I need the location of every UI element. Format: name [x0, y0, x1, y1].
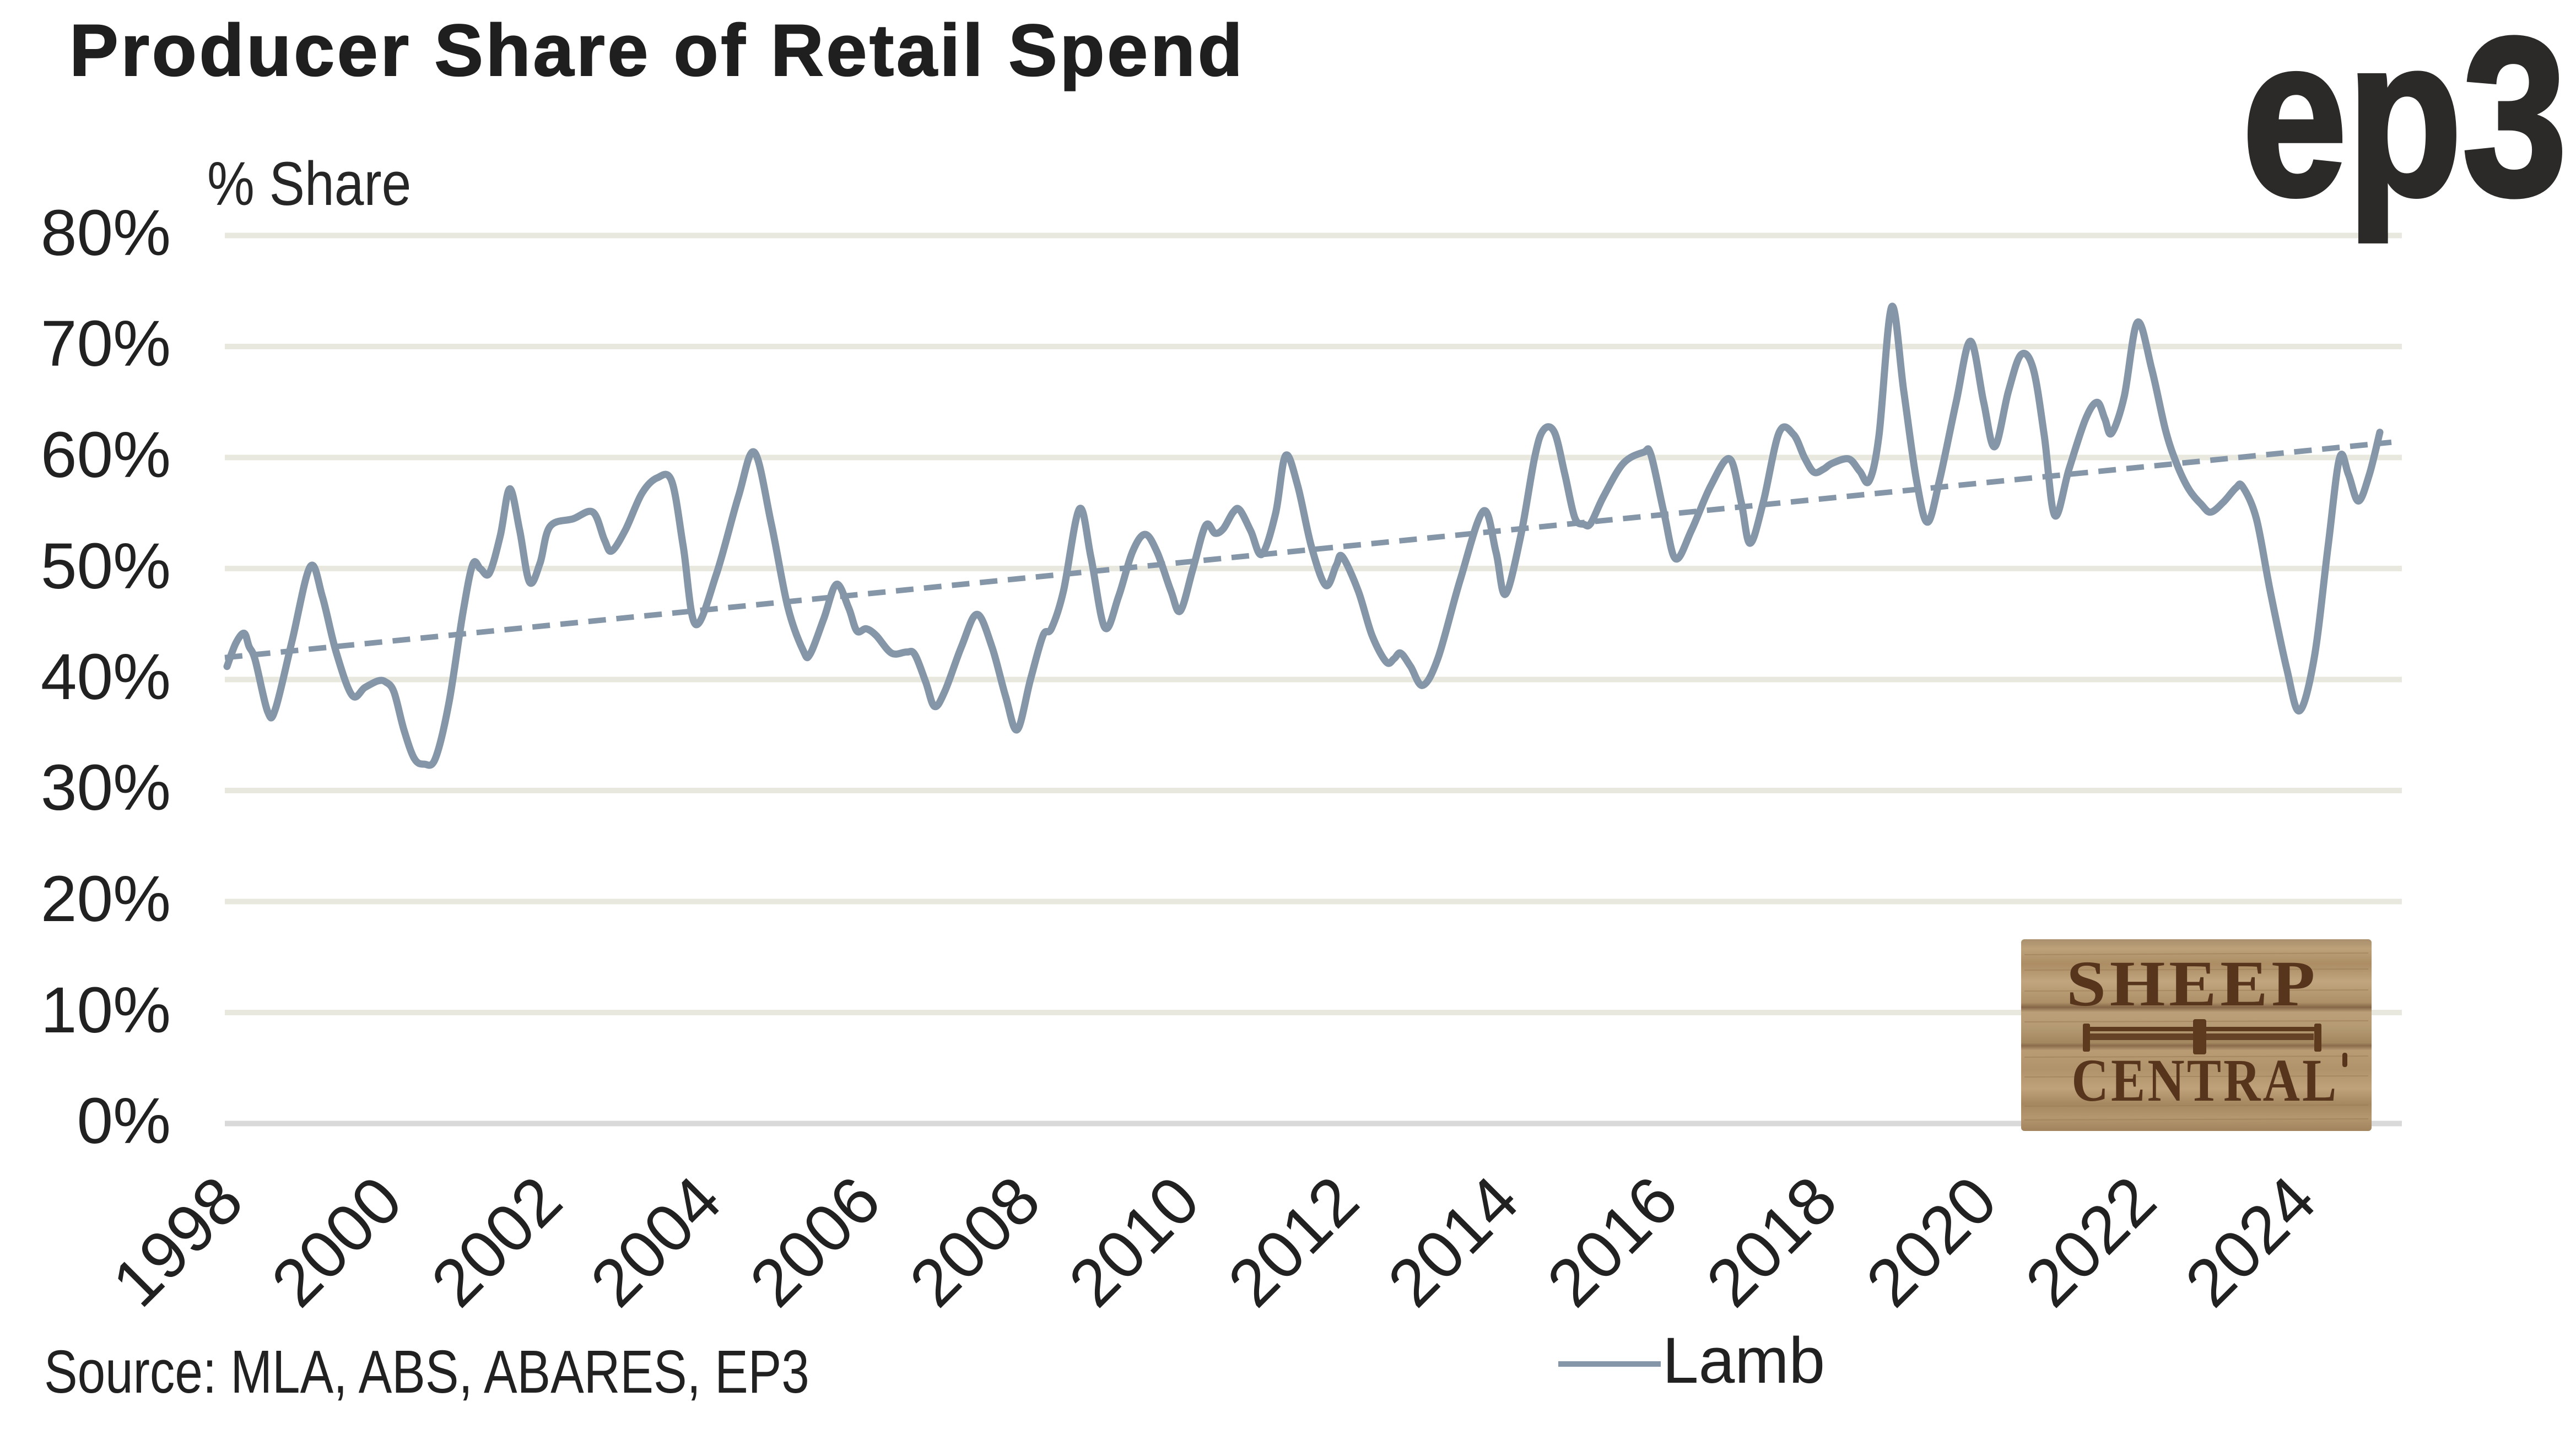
svg-text:CENTRAL: CENTRAL — [2072, 1047, 2339, 1114]
svg-text:SHEEP: SHEEP — [2066, 948, 2319, 1020]
svg-text:ep3: ep3 — [2242, 0, 2567, 243]
